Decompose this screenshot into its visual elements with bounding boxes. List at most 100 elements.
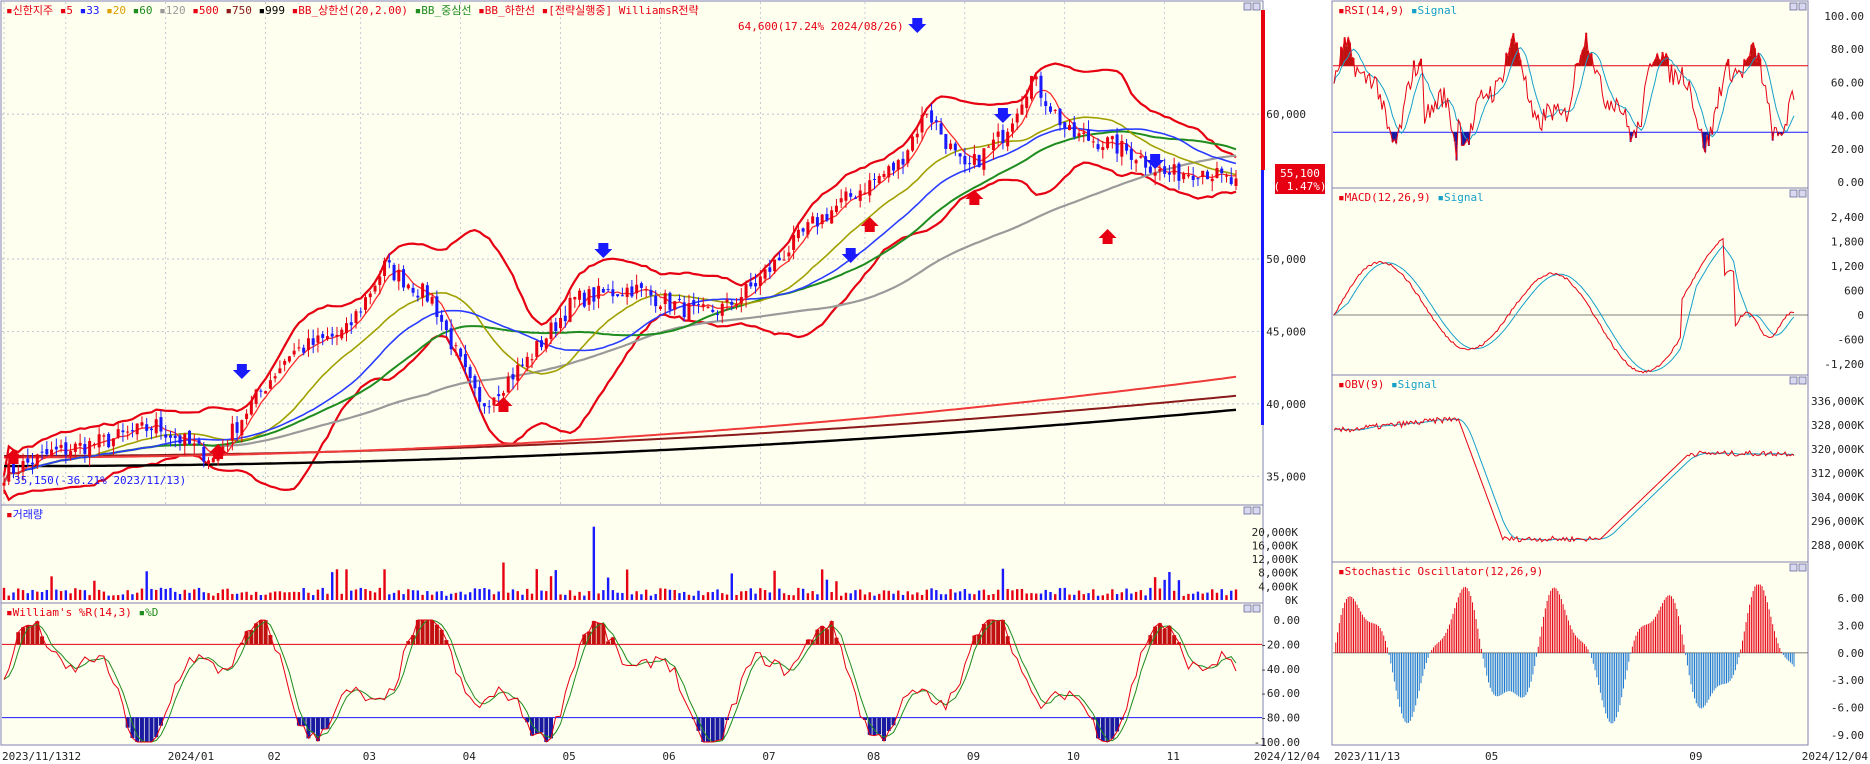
rsi-tick-label: 80.00 — [1831, 43, 1864, 56]
candle-body — [178, 435, 182, 444]
volume-bar — [992, 594, 995, 600]
candle-body — [54, 446, 58, 450]
volume-bar — [126, 590, 129, 600]
volume-bar — [811, 591, 814, 600]
candle-body — [1148, 166, 1152, 173]
candle-body — [735, 304, 739, 306]
macd-line — [1333, 237, 1795, 374]
candle-body — [292, 350, 296, 355]
candle-body — [435, 296, 439, 317]
candle-body — [1158, 168, 1162, 172]
main-date-axis: 2023/11/13 12 2024/01 02 03 04 05 06 07 08 09 10 11 2… — [2, 750, 1320, 763]
volume-bar — [545, 591, 548, 600]
candle-body — [1177, 163, 1181, 181]
willr-oversold-fill — [525, 717, 530, 723]
willr-tick-label: -60.00 — [1260, 687, 1300, 700]
willr-oversold-fill — [882, 717, 886, 741]
willr-oversold-fill — [301, 717, 306, 726]
volume-bar — [207, 593, 210, 600]
panel-window-buttons[interactable] — [1243, 2, 1807, 613]
rsi-oversold-fill — [1460, 132, 1463, 146]
macd-tick-label: -600 — [1838, 333, 1865, 346]
volume-bar — [649, 595, 653, 600]
candle-body — [925, 113, 929, 115]
willr-oversold-fill — [320, 717, 325, 730]
candle-body — [787, 252, 791, 257]
volume-bar — [863, 594, 867, 600]
candle-body — [944, 134, 948, 149]
volume-bar — [630, 594, 634, 600]
volume-bar — [516, 591, 519, 600]
rsi-overbought-fill — [1583, 46, 1586, 66]
candle-body — [1048, 106, 1052, 112]
willr-title: ▪William's %R(14,3) ▪%D — [6, 606, 158, 619]
willr-overbought-fill — [981, 624, 986, 645]
volume-bar — [820, 569, 824, 600]
candle-body — [492, 397, 496, 406]
rsi-overbought-fill — [1755, 61, 1758, 66]
candle-body — [801, 228, 805, 232]
candle-body — [287, 356, 291, 362]
date-tick-label: 11 — [1167, 750, 1180, 763]
candle-body — [830, 210, 834, 224]
high-label: 64,600(17.24% 2024/08/26) — [738, 20, 904, 33]
main-legend: ▪신한지주 ▪5 ▪33 ▪20 ▪60 ▪120 ▪500 ▪750 ▪999… — [6, 3, 699, 17]
rsi-oversold-fill — [1631, 132, 1634, 136]
rsi-lines — [1333, 32, 1808, 161]
candle-body — [1234, 178, 1238, 186]
candle-body — [706, 306, 710, 308]
candle-body — [154, 419, 158, 434]
obv-tick-label: 296,000K — [1811, 515, 1864, 528]
candle-body — [1010, 123, 1014, 132]
willr-oversold-fill — [715, 717, 720, 741]
willr-oversold-fill — [862, 717, 867, 721]
volume-bar — [559, 594, 562, 600]
stoch-bars — [1333, 584, 1808, 724]
indicator-date-axis: 2023/11/13 05 09 2024/12/04 — [1334, 750, 1868, 763]
candle-body — [635, 284, 639, 294]
candle-body — [744, 284, 748, 298]
volume-bar — [83, 590, 87, 600]
candle-body — [815, 217, 819, 227]
volume-bar — [369, 590, 372, 600]
sell-signal-arrow — [841, 248, 860, 263]
rsi-oversold-fill — [1455, 132, 1458, 161]
candle-body — [83, 444, 87, 454]
volume-bar — [259, 595, 263, 600]
volume-bar — [45, 590, 49, 600]
candle-body — [7, 463, 11, 482]
volume-bar — [131, 594, 134, 600]
candle-body — [915, 133, 919, 138]
willr-oversold-fill — [315, 717, 320, 742]
rsi-overbought-fill — [1661, 52, 1664, 66]
sell-signal-arrow — [908, 18, 927, 33]
legend-item: ▪750 — [219, 4, 252, 17]
sell-signal-arrow — [232, 364, 251, 379]
rsi-oversold-fill — [1395, 132, 1398, 144]
volume-bar — [1044, 589, 1047, 600]
volume-bar — [882, 590, 886, 600]
willr-tick-label: 0.00 — [1274, 614, 1301, 627]
panel-close-button — [1798, 376, 1807, 385]
obv-frame — [1331, 374, 1809, 563]
rsi-overbought-fill — [1508, 47, 1511, 66]
stoch-tick-label: 3.00 — [1838, 620, 1865, 633]
willr-overbought-fill — [1000, 620, 1005, 645]
volume-bar — [69, 593, 72, 600]
candle-body — [1220, 168, 1224, 174]
volume-bar — [74, 588, 77, 600]
candle-body — [449, 328, 453, 350]
willr-oversold-fill — [530, 717, 534, 736]
panel-minimize-button — [1789, 2, 1798, 11]
volume-bar — [930, 588, 933, 600]
legend-item: ▪500 — [186, 4, 219, 17]
willr-oversold-fill — [1110, 717, 1115, 739]
volume-bar — [844, 592, 848, 600]
willr-overbought-fill — [972, 635, 977, 645]
candle-body — [1020, 104, 1024, 115]
panel-close-button — [1252, 506, 1261, 515]
volume-bar — [135, 592, 139, 600]
volume-bar — [1120, 592, 1124, 600]
ma999-line — [4, 408, 1237, 468]
volume-bar — [283, 592, 286, 600]
